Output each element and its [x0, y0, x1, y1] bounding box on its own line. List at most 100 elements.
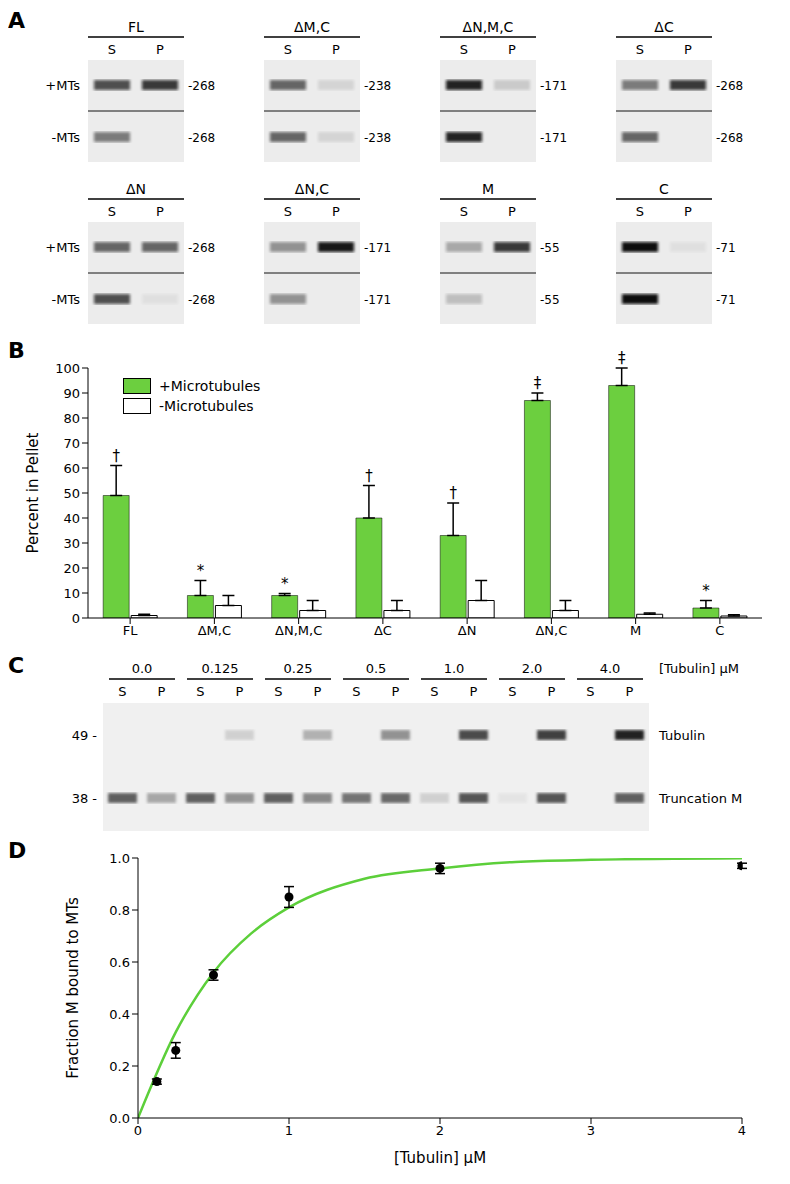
svg-text:4.0: 4.0	[600, 661, 621, 676]
svg-text:10: 10	[63, 586, 80, 601]
svg-text:S: S	[636, 42, 644, 57]
svg-text:S: S	[460, 42, 468, 57]
svg-text:ΔN,C: ΔN,C	[295, 181, 330, 197]
svg-text:50: 50	[63, 486, 80, 501]
svg-text:0.6: 0.6	[109, 955, 130, 970]
svg-text:‡: ‡	[534, 374, 542, 392]
svg-text:C: C	[659, 181, 669, 197]
svg-text:P: P	[332, 204, 340, 219]
svg-text:ΔN,M,C: ΔN,M,C	[463, 19, 514, 35]
svg-text:S: S	[586, 684, 594, 699]
svg-text:ΔC: ΔC	[374, 623, 392, 638]
svg-text:S: S	[118, 684, 126, 699]
svg-text:P: P	[236, 684, 244, 699]
svg-text:C: C	[715, 623, 724, 638]
svg-text:100: 100	[55, 361, 80, 376]
svg-text:P: P	[470, 684, 478, 699]
svg-text:0.125: 0.125	[201, 661, 238, 676]
svg-text:30: 30	[63, 536, 80, 551]
svg-text:90: 90	[63, 386, 80, 401]
svg-text:FL: FL	[123, 623, 138, 638]
svg-text:†: †	[449, 484, 457, 502]
svg-text:0: 0	[134, 1123, 142, 1138]
svg-text:P: P	[548, 684, 556, 699]
svg-text:S: S	[196, 684, 204, 699]
svg-text:S: S	[274, 684, 282, 699]
svg-text:2: 2	[436, 1123, 444, 1138]
svg-text:-171: -171	[364, 293, 391, 307]
svg-text:S: S	[508, 684, 516, 699]
svg-text:S: S	[352, 684, 360, 699]
svg-text:-268: -268	[716, 131, 743, 145]
svg-text:ΔN,C: ΔN,C	[535, 623, 567, 638]
svg-text:‡: ‡	[618, 349, 626, 367]
svg-text:P: P	[332, 42, 340, 57]
svg-text:1.0: 1.0	[444, 661, 465, 676]
svg-text:-268: -268	[716, 79, 743, 93]
svg-text:ΔN: ΔN	[126, 181, 146, 197]
svg-text:S: S	[430, 684, 438, 699]
svg-text:38 -: 38 -	[72, 791, 98, 806]
svg-text:4: 4	[738, 1123, 746, 1138]
svg-text:P: P	[158, 684, 166, 699]
svg-text:-268: -268	[188, 131, 215, 145]
svg-text:P: P	[314, 684, 322, 699]
svg-text:*: *	[197, 562, 205, 580]
svg-text:+MTs: +MTs	[45, 240, 80, 255]
svg-text:-238: -238	[364, 131, 391, 145]
svg-text:Truncation M: Truncation M	[658, 791, 742, 806]
svg-text:P: P	[508, 204, 516, 219]
svg-text:0.2: 0.2	[109, 1059, 130, 1074]
svg-text:+MTs: +MTs	[45, 78, 80, 93]
svg-text:1.0: 1.0	[109, 851, 130, 866]
svg-text:80: 80	[63, 411, 80, 426]
svg-text:†: †	[112, 447, 120, 465]
svg-text:P: P	[626, 684, 634, 699]
svg-text:49 -: 49 -	[72, 728, 98, 743]
svg-text:0.8: 0.8	[109, 903, 130, 918]
svg-text:-55: -55	[540, 293, 560, 307]
svg-text:P: P	[392, 684, 400, 699]
svg-text:ΔM,C: ΔM,C	[198, 623, 231, 638]
svg-text:FL: FL	[128, 19, 144, 35]
svg-text:S: S	[460, 204, 468, 219]
svg-text:0.4: 0.4	[109, 1007, 130, 1022]
svg-text:M: M	[482, 181, 494, 197]
svg-text:P: P	[684, 42, 692, 57]
svg-text:-268: -268	[188, 241, 215, 255]
svg-text:ΔC: ΔC	[654, 19, 674, 35]
svg-text:-MTs: -MTs	[52, 130, 81, 145]
svg-text:-171: -171	[540, 131, 567, 145]
svg-text:2.0: 2.0	[522, 661, 543, 676]
svg-text:1: 1	[285, 1123, 293, 1138]
svg-text:-238: -238	[364, 79, 391, 93]
svg-text:-171: -171	[540, 79, 567, 93]
svg-text:0.0: 0.0	[109, 1111, 130, 1126]
svg-text:S: S	[284, 42, 292, 57]
svg-text:S: S	[108, 204, 116, 219]
svg-text:-55: -55	[540, 241, 560, 255]
svg-text:*: *	[281, 575, 289, 593]
svg-text:†: †	[365, 467, 373, 485]
svg-text:40: 40	[63, 511, 80, 526]
svg-text:*: *	[702, 582, 710, 600]
svg-text:ΔN: ΔN	[458, 623, 477, 638]
svg-text:ΔN,M,C: ΔN,M,C	[275, 623, 322, 638]
svg-text:M: M	[630, 623, 641, 638]
svg-text:P: P	[156, 42, 164, 57]
svg-text:S: S	[284, 204, 292, 219]
svg-text:S: S	[108, 42, 116, 57]
svg-text:P: P	[508, 42, 516, 57]
svg-text:0: 0	[72, 611, 80, 626]
svg-text:0.25: 0.25	[284, 661, 313, 676]
svg-text:-268: -268	[188, 79, 215, 93]
svg-text:20: 20	[63, 561, 80, 576]
svg-text:-71: -71	[716, 293, 736, 307]
svg-text:-268: -268	[188, 293, 215, 307]
svg-text:-71: -71	[716, 241, 736, 255]
svg-text:S: S	[636, 204, 644, 219]
svg-text:P: P	[156, 204, 164, 219]
svg-text:Tubulin: Tubulin	[658, 728, 705, 743]
svg-text:[Tubulin] μM: [Tubulin] μM	[659, 661, 739, 676]
svg-text:-171: -171	[364, 241, 391, 255]
